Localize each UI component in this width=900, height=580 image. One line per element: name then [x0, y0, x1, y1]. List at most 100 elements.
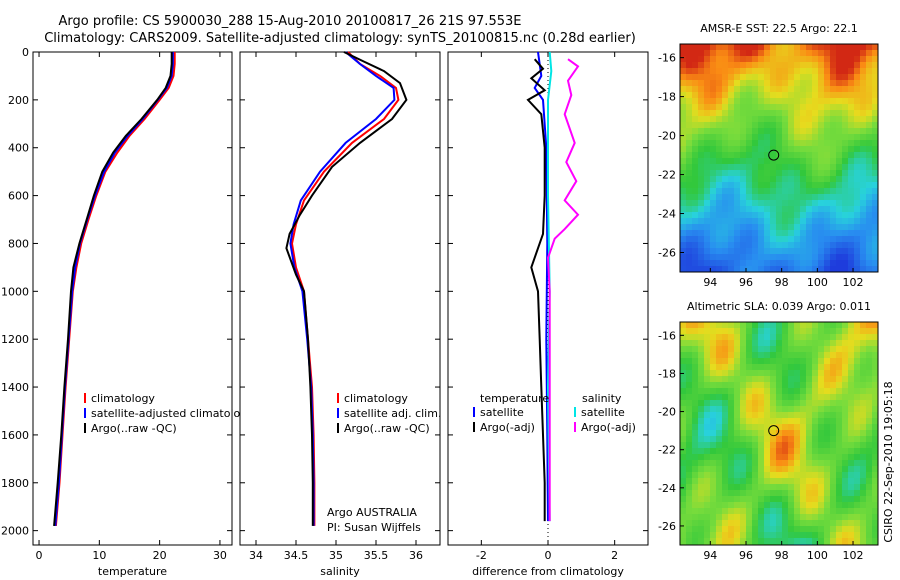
map-cell — [806, 230, 812, 236]
map-cell — [860, 394, 866, 400]
map-cell — [860, 146, 866, 152]
map-cell — [710, 176, 716, 182]
map-cell — [740, 412, 746, 418]
map-cell — [800, 122, 806, 128]
map-cell — [704, 376, 710, 382]
map-cell — [704, 140, 710, 146]
map-cell — [728, 442, 734, 448]
map-cell — [734, 134, 740, 140]
map-cell — [704, 358, 710, 364]
map-cell — [866, 248, 872, 254]
map-cell — [860, 526, 866, 532]
map-cell — [764, 340, 770, 346]
map-cell — [824, 370, 830, 376]
map-cell — [830, 484, 836, 490]
map-cell — [686, 322, 692, 328]
map-cell — [806, 170, 812, 176]
map-cell — [794, 116, 800, 122]
map-cell — [800, 436, 806, 442]
map-cell — [686, 266, 692, 272]
map-cell — [830, 490, 836, 496]
map-cell — [686, 418, 692, 424]
map-cell — [872, 260, 878, 266]
map-cell — [740, 418, 746, 424]
map-cell — [842, 412, 848, 418]
map-cell — [692, 490, 698, 496]
map-cell — [704, 490, 710, 496]
map-cell — [842, 382, 848, 388]
map-cell — [782, 200, 788, 206]
map-cell — [686, 50, 692, 56]
map-cell — [794, 62, 800, 68]
map-cell — [728, 104, 734, 110]
map-cell — [704, 254, 710, 260]
map-cell — [860, 80, 866, 86]
map-cell — [830, 212, 836, 218]
map-cell — [680, 62, 686, 68]
map-cell — [782, 206, 788, 212]
map-cell — [830, 116, 836, 122]
map-cell — [782, 382, 788, 388]
map-cell — [788, 134, 794, 140]
map-cell — [800, 236, 806, 242]
map-cell — [842, 104, 848, 110]
map-cell — [752, 346, 758, 352]
map-cell — [680, 56, 686, 62]
map-cell — [818, 116, 824, 122]
map-cell — [686, 460, 692, 466]
map-cell — [722, 254, 728, 260]
map-cell — [806, 352, 812, 358]
map-cell — [782, 74, 788, 80]
map-cell — [728, 526, 734, 532]
map-cell — [872, 340, 878, 346]
map-cell — [770, 194, 776, 200]
map-cell — [776, 230, 782, 236]
map-cell — [854, 358, 860, 364]
map-cell — [740, 248, 746, 254]
map-cell — [788, 122, 794, 128]
map-cell — [692, 352, 698, 358]
map-cell — [716, 406, 722, 412]
map-cell — [692, 206, 698, 212]
map-cell — [686, 164, 692, 170]
map-cell — [800, 182, 806, 188]
map-cell — [752, 364, 758, 370]
series-line-2 — [53, 52, 173, 526]
map-cell — [680, 322, 686, 328]
map-cell — [842, 266, 848, 272]
map-cell — [842, 334, 848, 340]
map-cell — [764, 424, 770, 430]
map-cell — [860, 376, 866, 382]
map-cell — [812, 74, 818, 80]
map-cell — [770, 496, 776, 502]
map-cell — [782, 376, 788, 382]
map-cell — [794, 56, 800, 62]
map-cell — [824, 122, 830, 128]
map-cell — [842, 170, 848, 176]
map-cell — [776, 206, 782, 212]
map-cell — [854, 370, 860, 376]
map-cell — [710, 68, 716, 74]
map-cell — [710, 526, 716, 532]
map-cell — [752, 146, 758, 152]
map-cell — [794, 484, 800, 490]
map-cell — [848, 182, 854, 188]
map-cell — [794, 382, 800, 388]
map-cell — [728, 454, 734, 460]
map-cell — [812, 508, 818, 514]
map-cell — [866, 352, 872, 358]
map-cell — [824, 182, 830, 188]
map-cell — [740, 532, 746, 538]
map-cell — [752, 170, 758, 176]
map-cell — [686, 248, 692, 254]
map-cell — [722, 98, 728, 104]
map-cell — [764, 418, 770, 424]
map-cell — [818, 194, 824, 200]
map-cell — [758, 50, 764, 56]
map-cell — [854, 134, 860, 140]
map-cell — [698, 334, 704, 340]
map-cell — [818, 152, 824, 158]
map-cell — [860, 508, 866, 514]
map-cell — [776, 122, 782, 128]
map-cell — [818, 164, 824, 170]
